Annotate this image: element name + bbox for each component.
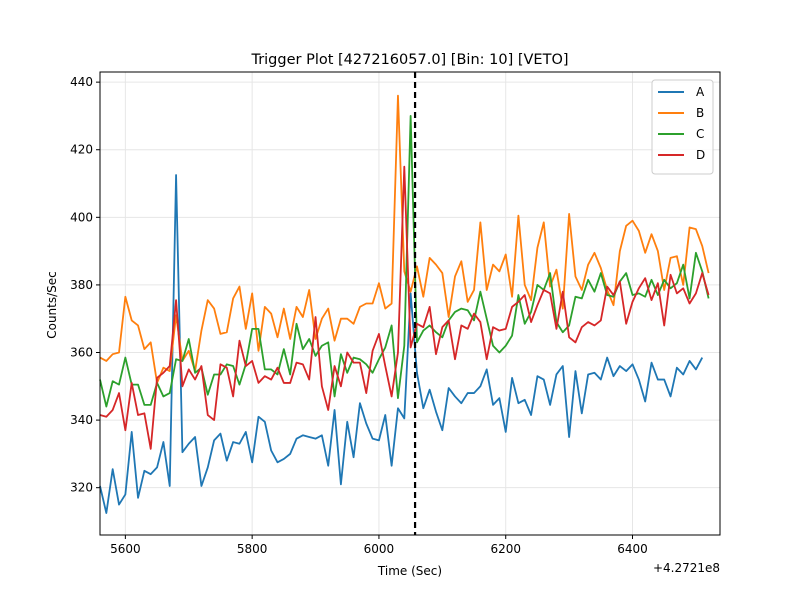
x-axis-offset-label: +4.2721e8 (653, 561, 720, 575)
legend-label: C (696, 127, 704, 141)
legend-label: B (696, 106, 704, 120)
series-layer (99, 94, 710, 514)
x-tick-label: 6400 (617, 542, 648, 556)
y-tick-label: 400 (70, 210, 93, 224)
chart-title: Trigger Plot [427216057.0] [Bin: 10] [VE… (250, 52, 568, 68)
y-tick-label: 440 (70, 75, 93, 89)
series-line-d (99, 165, 710, 450)
x-tick-label: 5800 (237, 542, 268, 556)
x-tick-label: 5600 (110, 542, 141, 556)
series-line-a (99, 174, 704, 514)
legend-label: D (696, 148, 705, 162)
y-tick-label: 340 (70, 413, 93, 427)
x-axis: 5600 5800 6000 6200 6400 (110, 535, 648, 556)
legend-label: A (696, 85, 705, 99)
plot-frame (99, 71, 721, 536)
y-axis-label: Counts/Sec (45, 271, 59, 339)
y-tick-label: 380 (70, 278, 93, 292)
y-tick-label: 420 (70, 143, 93, 157)
y-tick-label: 360 (70, 346, 93, 360)
y-tick-label: 320 (70, 481, 93, 495)
x-tick-label: 6200 (490, 542, 521, 556)
y-axis: 320 340 360 380 400 420 440 (70, 75, 100, 495)
x-axis-label: Time (Sec) (377, 564, 442, 578)
legend-box (651, 79, 714, 175)
x-tick-label: 6000 (364, 542, 395, 556)
